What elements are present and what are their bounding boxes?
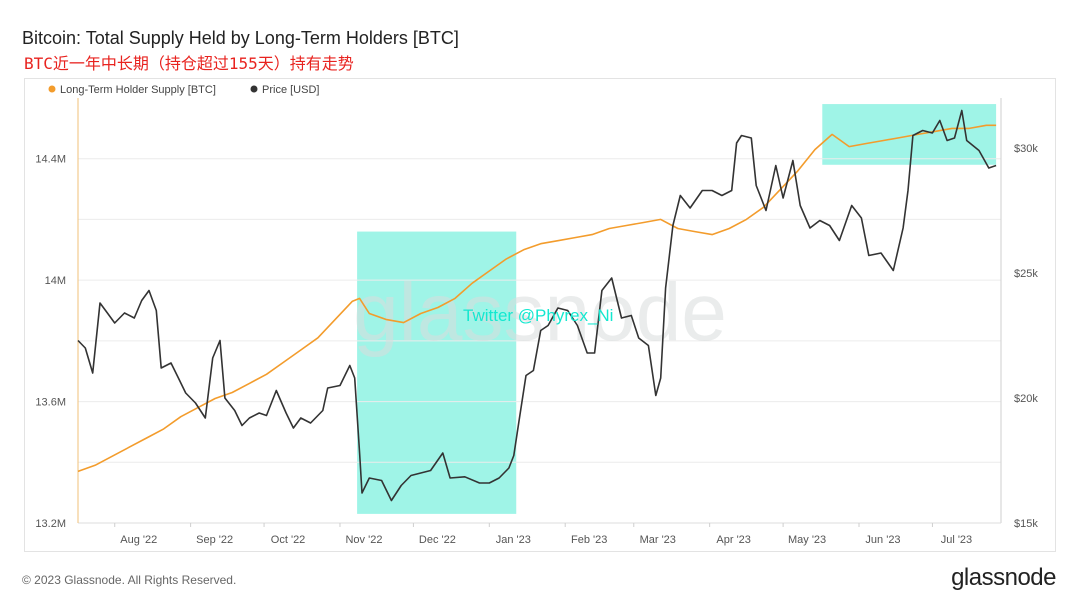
price-line: [77, 109, 997, 502]
y-left-tick-label: 14M: [45, 275, 66, 287]
x-tick-label: May '23: [788, 534, 826, 546]
x-tick-label: Oct '22: [271, 534, 306, 546]
y-left-tick-label: 13.2M: [35, 518, 66, 530]
x-tick-label: Jun '23: [865, 534, 900, 546]
y-right-tick-label: $30k: [1014, 143, 1038, 155]
highlight-regions: [357, 104, 997, 514]
supply-line: [77, 124, 997, 473]
x-tick-label: Jan '23: [496, 534, 531, 546]
highlight-region-2: [822, 104, 997, 165]
y-right-tick-label: $25k: [1014, 268, 1038, 280]
y-right-tick-label: $15k: [1014, 518, 1038, 530]
chart-frame: [24, 78, 1056, 552]
chart-title: Bitcoin: Total Supply Held by Long-Term …: [22, 28, 459, 48]
y-right-tick-label: $20k: [1014, 393, 1038, 405]
legend-swatch-supply: [48, 85, 56, 93]
legend-label-supply: Long-Term Holder Supply [BTC]: [60, 84, 216, 96]
x-tick-label: Dec '22: [419, 534, 456, 546]
twitter-overlay-text: Twitter @Phyrex_Ni: [463, 306, 613, 325]
x-tick-label: Sep '22: [196, 534, 233, 546]
copyright-footer: © 2023 Glassnode. All Rights Reserved.: [22, 573, 237, 587]
legend-label-price: Price [USD]: [262, 84, 319, 96]
legend-swatch-price: [250, 85, 258, 93]
legend: Long-Term Holder Supply [BTC] Price [USD]: [48, 84, 319, 96]
x-tick-label: Feb '23: [571, 534, 607, 546]
chart-subtitle: BTC近一年中长期（持仓超过155天）持有走势: [24, 54, 354, 73]
axes: 13.2M 13.6M 14M 14.4M $15k $20k $25k $30k Aug '2…: [35, 98, 1038, 546]
x-tick-label: Nov '22: [345, 534, 382, 546]
x-tick-label: Mar '23: [640, 534, 676, 546]
x-tick-label: Aug '22: [120, 534, 157, 546]
highlight-region-1: [357, 231, 517, 514]
series-lines: [77, 109, 997, 502]
glassnode-logo: glassnode: [951, 564, 1056, 591]
y-left-tick-label: 13.6M: [35, 397, 66, 409]
x-tick-label: Apr '23: [716, 534, 751, 546]
x-tick-label: Jul '23: [941, 534, 972, 546]
y-left-tick-label: 14.4M: [35, 154, 66, 166]
